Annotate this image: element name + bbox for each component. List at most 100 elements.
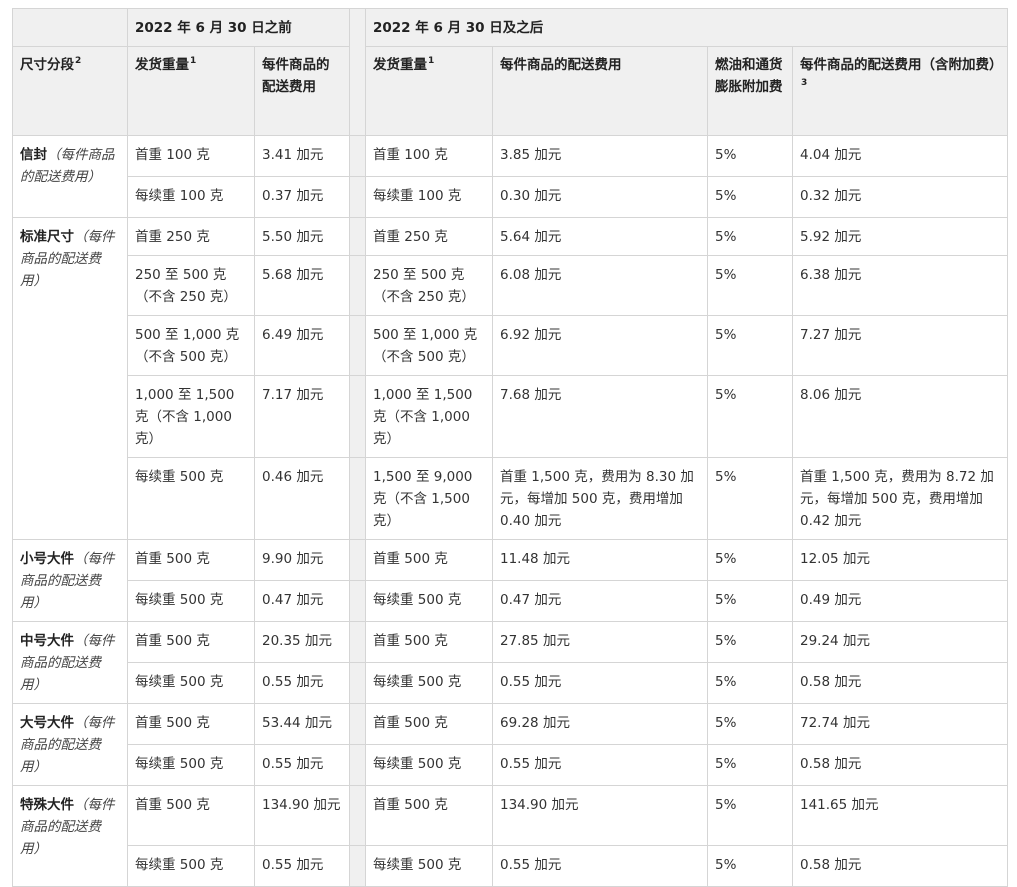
footnote-3: 3 [801, 77, 808, 88]
header-weight-before: 发货重量1 [127, 46, 255, 136]
weight-before-cell: 每续重 500 克 [127, 744, 255, 786]
fee-after-cell: 27.85 加元 [492, 621, 708, 663]
surcharge-cell: 5% [707, 135, 793, 177]
weight-before-cell: 每续重 500 克 [127, 662, 255, 704]
fee-before-cell: 5.68 加元 [254, 255, 350, 316]
weight-after-cell: 1,500 至 9,000 克（不含 1,500 克） [365, 457, 493, 540]
size-tier-name: 信封 [20, 147, 47, 163]
fee-with-surcharge-cell: 4.04 加元 [792, 135, 1008, 177]
table-row: 每续重 500 克 0.55 加元 每续重 500 克 0.55 加元 5% 0.58 加… [13, 662, 1008, 704]
weight-before-cell: 首重 500 克 [127, 785, 255, 846]
weight-before-cell: 每续重 100 克 [127, 176, 255, 218]
weight-after-cell: 250 至 500 克（不含 250 克） [365, 255, 493, 316]
weight-after-cell: 首重 100 克 [365, 135, 493, 177]
separator-cell [349, 621, 366, 663]
separator-cell [349, 457, 366, 540]
header-fee-before: 每件商品的配送费用 [254, 46, 350, 136]
fee-with-surcharge-cell: 5.92 加元 [792, 217, 1008, 256]
header-size-tier-label: 尺寸分段 [20, 57, 74, 73]
size-tier-cell: 小号大件（每件商品的配送费用） [12, 539, 128, 622]
fee-with-surcharge-cell: 0.58 加元 [792, 662, 1008, 704]
surcharge-cell: 5% [707, 217, 793, 256]
footnote-1: 1 [190, 55, 197, 66]
fee-with-surcharge-cell: 0.49 加元 [792, 580, 1008, 622]
header-group-row: 2022 年 6 月 30 日之前 2022 年 6 月 30 日及之后 [12, 8, 1008, 136]
table-row: 500 至 1,000 克（不含 500 克） 6.49 加元 500 至 1,00… [13, 315, 1008, 376]
surcharge-cell: 5% [707, 375, 793, 458]
fee-before-cell: 6.49 加元 [254, 315, 350, 376]
surcharge-cell: 5% [707, 785, 793, 846]
fee-before-cell: 20.35 加元 [254, 621, 350, 663]
weight-after-cell: 首重 500 克 [365, 539, 493, 581]
weight-after-cell: 每续重 500 克 [365, 744, 493, 786]
weight-after-cell: 首重 250 克 [365, 217, 493, 256]
surcharge-cell: 5% [707, 744, 793, 786]
table-row: 每续重 500 克 0.55 加元 每续重 500 克 0.55 加元 5% 0.58 加… [13, 744, 1008, 786]
fee-before-cell: 0.55 加元 [254, 662, 350, 704]
fee-after-cell: 134.90 加元 [492, 785, 708, 846]
separator-cell [349, 845, 366, 887]
header-fee-after: 每件商品的配送费用 [492, 46, 708, 136]
surcharge-cell: 5% [707, 662, 793, 704]
fee-before-cell: 3.41 加元 [254, 135, 350, 177]
weight-before-cell: 250 至 500 克（不含 250 克） [127, 255, 255, 316]
weight-before-cell: 每续重 500 克 [127, 845, 255, 887]
fee-before-cell: 0.46 加元 [254, 457, 350, 540]
header-group-before: 2022 年 6 月 30 日之前 [127, 8, 350, 47]
separator-cell [349, 744, 366, 786]
fee-before-cell: 53.44 加元 [254, 703, 350, 745]
weight-before-cell: 每续重 500 克 [127, 457, 255, 540]
header-weight-after: 发货重量1 [365, 46, 493, 136]
header-weight-before-label: 发货重量 [135, 57, 189, 73]
separator-cell [349, 135, 366, 177]
table-row: 小号大件（每件商品的配送费用） 首重 500 克 9.90 加元 首重 500 克 11… [12, 539, 1008, 622]
size-tier-cell: 大号大件（每件商品的配送费用） [12, 703, 128, 786]
size-tier-name: 标准尺寸 [20, 229, 74, 245]
weight-after-cell: 每续重 500 克 [365, 662, 493, 704]
fee-with-surcharge-cell: 首重 1,500 克，费用为 8.72 加元，每增加 500 克，费用增加 0.… [792, 457, 1008, 540]
weight-before-cell: 首重 500 克 [127, 621, 255, 663]
fee-table-container: 2022 年 6 月 30 日之前 2022 年 6 月 30 日及之后 尺寸分… [12, 8, 1008, 887]
table-row: 每续重 100 克 0.37 加元 每续重 100 克 0.30 加元 5% 0.32 加… [13, 176, 1008, 218]
size-tier-cell: 中号大件（每件商品的配送费用） [12, 621, 128, 704]
size-tier-cell: 信封（每件商品的配送费用） [12, 135, 128, 218]
fee-with-surcharge-cell: 12.05 加元 [792, 539, 1008, 581]
size-tier-note: （每件商品的配送费用） [20, 551, 115, 611]
fee-before-cell: 5.50 加元 [254, 217, 350, 256]
separator-cell [349, 703, 366, 745]
header-group-after: 2022 年 6 月 30 日及之后 [365, 8, 1008, 47]
fee-with-surcharge-cell: 72.74 加元 [792, 703, 1008, 745]
separator-cell [349, 580, 366, 622]
footnote-1: 1 [428, 55, 435, 66]
weight-after-cell: 首重 500 克 [365, 703, 493, 745]
weight-before-cell: 每续重 500 克 [127, 580, 255, 622]
fee-after-cell: 0.55 加元 [492, 662, 708, 704]
size-tier-name: 特殊大件 [20, 797, 74, 813]
fee-with-surcharge-cell: 6.38 加元 [792, 255, 1008, 316]
surcharge-cell: 5% [707, 621, 793, 663]
table-row: 每续重 500 克 0.47 加元 每续重 500 克 0.47 加元 5% 0.49 加… [13, 580, 1008, 622]
header-fee-with-surcharge: 每件商品的配送费用（含附加费） 3 [792, 46, 1008, 136]
header-size-tier: 尺寸分段2 [12, 46, 128, 136]
fee-after-cell: 6.08 加元 [492, 255, 708, 316]
separator-cell [349, 375, 366, 458]
header-surcharge: 燃油和通货膨胀附加费 [707, 46, 793, 136]
table-row: 信封（每件商品的配送费用） 首重 100 克 3.41 加元 首重 100 克 3.85… [12, 135, 1008, 218]
separator-cell [349, 217, 366, 256]
fee-before-cell: 9.90 加元 [254, 539, 350, 581]
size-tier-cell: 标准尺寸（每件商品的配送费用） [12, 217, 128, 540]
size-tier-cell: 特殊大件（每件商品的配送费用） [12, 785, 128, 887]
fee-before-cell: 0.55 加元 [254, 845, 350, 887]
fee-after-cell: 0.55 加元 [492, 744, 708, 786]
fee-with-surcharge-cell: 0.58 加元 [792, 845, 1008, 887]
weight-before-cell: 1,000 至 1,500 克（不含 1,000 克） [127, 375, 255, 458]
surcharge-cell: 5% [707, 315, 793, 376]
fee-before-cell: 134.90 加元 [254, 785, 350, 846]
size-tier-note: （每件商品的配送费用） [20, 229, 115, 289]
fee-with-surcharge-cell: 0.58 加元 [792, 744, 1008, 786]
header-columns-row: 尺寸分段2 发货重量1 每件商品的配送费用 发货重量1 每件商品的配送费用 燃油… [12, 46, 1008, 136]
separator-cell [349, 315, 366, 376]
surcharge-cell: 5% [707, 255, 793, 316]
surcharge-cell: 5% [707, 539, 793, 581]
